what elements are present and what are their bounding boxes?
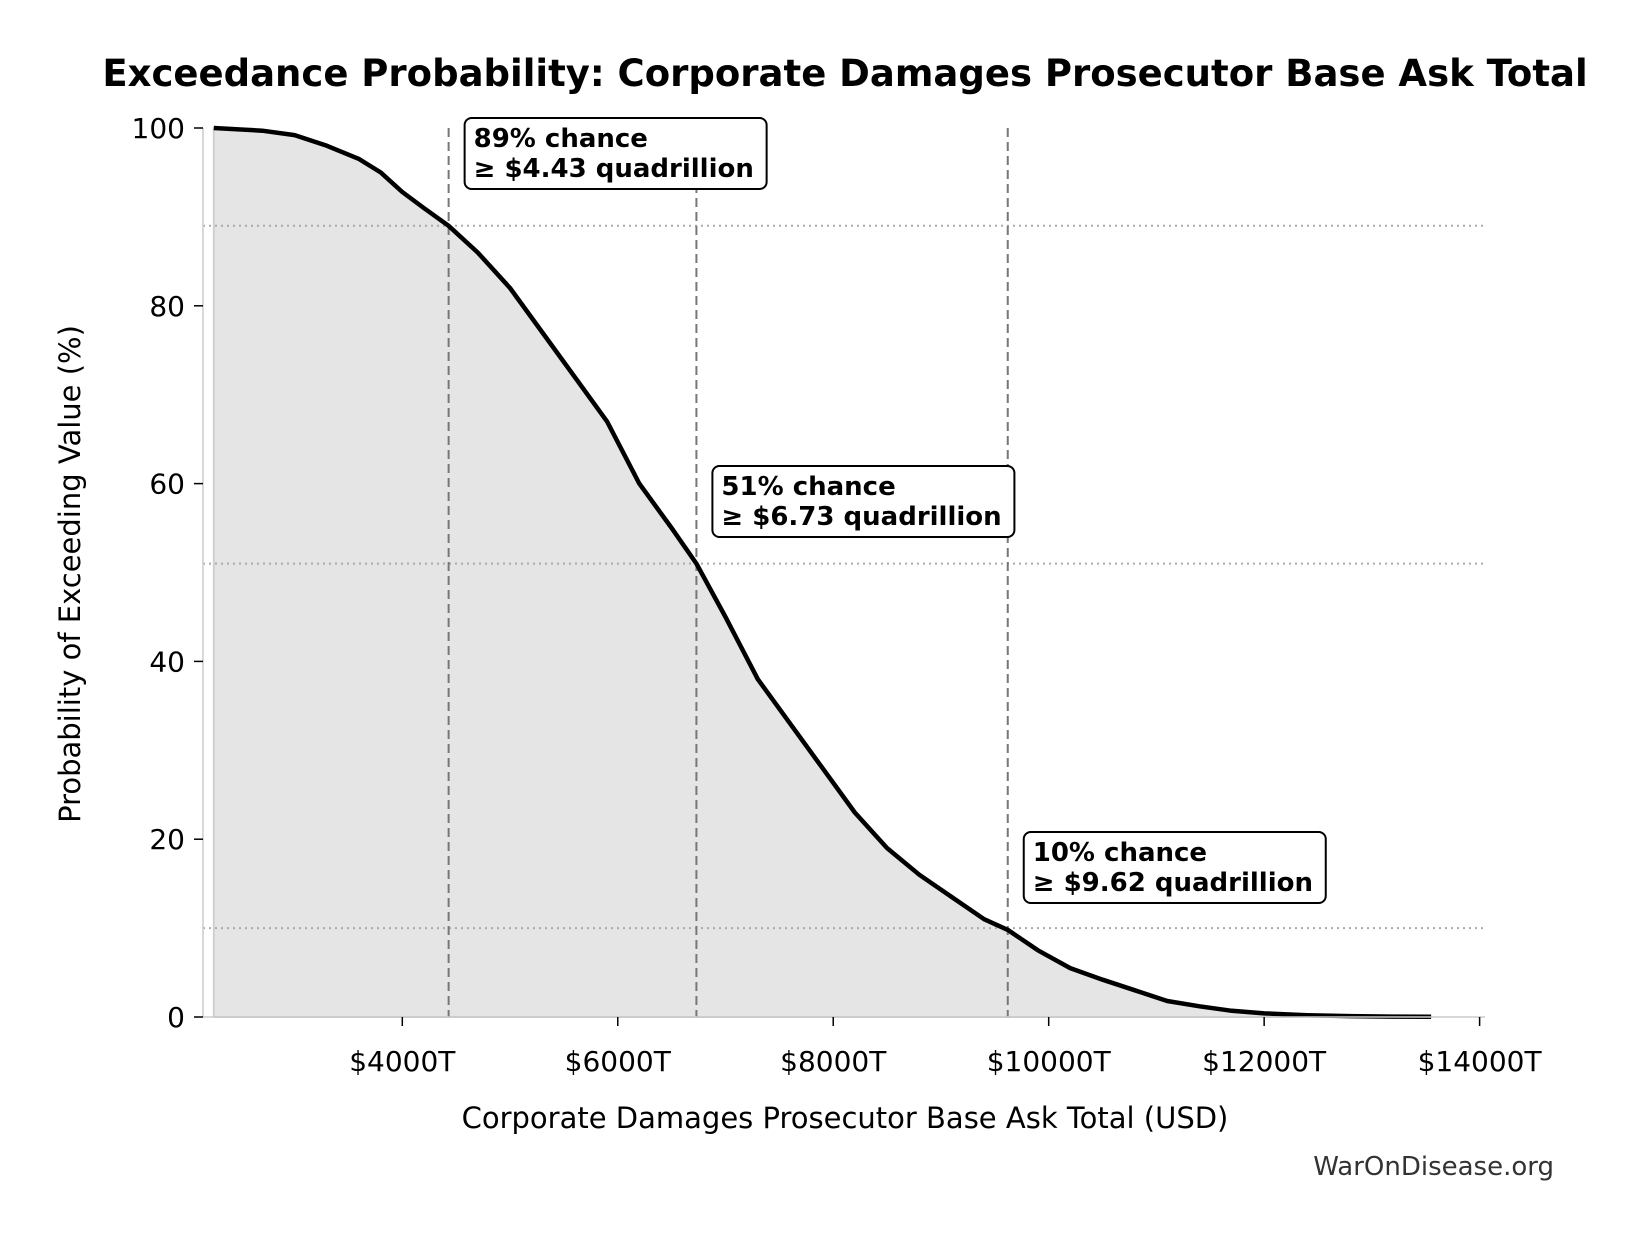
x-tick-label: $14000T xyxy=(1418,1045,1543,1078)
annotation-line2: ≥ $4.43 quadrillion xyxy=(474,154,754,184)
x-tick-label: $10000T xyxy=(987,1045,1112,1078)
x-tick-label: $4000T xyxy=(349,1045,456,1078)
annotation-box xyxy=(1022,831,1327,904)
annotation-line1: 10% chance xyxy=(1033,838,1207,868)
y-axis-ticks: 0 20 40 60 80 100 xyxy=(132,112,203,1034)
exceedance-curve xyxy=(213,125,1432,1020)
y-axis-label: Probability of Exceeding Value (%) xyxy=(53,325,87,823)
credit-text: WarOnDisease.org xyxy=(1313,1152,1554,1182)
x-tick-label: $6000T xyxy=(565,1045,672,1078)
x-tick-label: $12000T xyxy=(1202,1045,1327,1078)
annotation-line2: ≥ $9.62 quadrillion xyxy=(1033,868,1313,898)
annotation-line1: 51% chance xyxy=(721,472,895,502)
annotation-box xyxy=(711,465,1016,538)
x-axis-label: Corporate Damages Prosecutor Base Ask To… xyxy=(462,1101,1229,1135)
y-tick-label: 20 xyxy=(149,823,185,856)
reference-vlines xyxy=(447,128,1009,1017)
y-tick-label: 100 xyxy=(132,112,185,145)
annotation-line1: 89% chance xyxy=(474,124,648,154)
y-tick-label: 60 xyxy=(149,468,185,501)
y-tick-label: 80 xyxy=(149,290,185,323)
plot-area xyxy=(203,125,1485,1020)
x-tick-label: $8000T xyxy=(780,1045,887,1078)
reference-hlines xyxy=(203,224,1485,930)
y-tick-label: 0 xyxy=(167,1001,185,1034)
annotation-line2: ≥ $6.73 quadrillion xyxy=(721,502,1001,532)
chart-title: Exceedance Probability: Corporate Damage… xyxy=(102,52,1587,95)
x-axis-ticks: $4000T $6000T $8000T $10000T $12000T $14000T xyxy=(349,1017,1543,1078)
annotation-box xyxy=(463,117,768,190)
y-tick-label: 40 xyxy=(149,645,185,678)
